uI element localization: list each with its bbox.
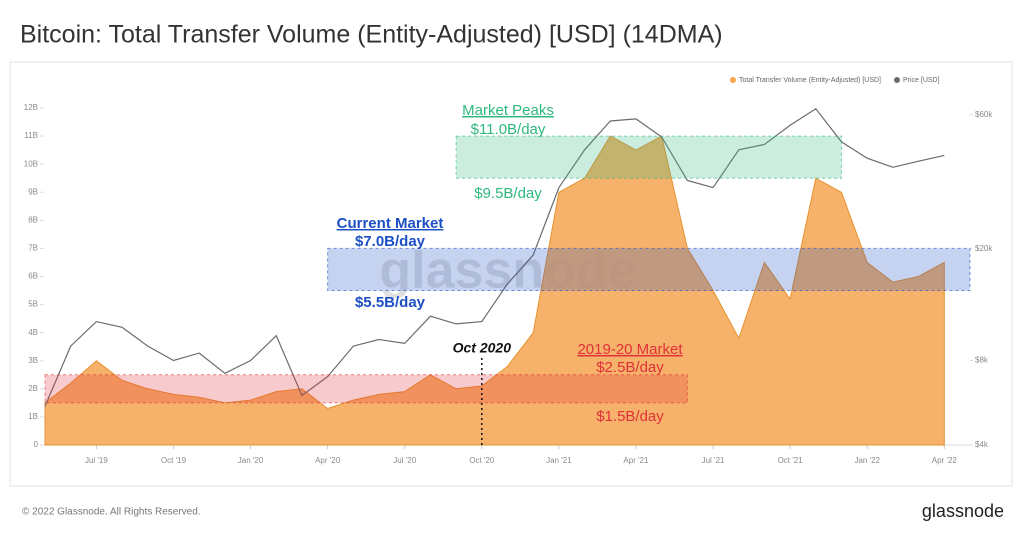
y2-tick-label: $60k bbox=[975, 110, 993, 119]
band-title: Current Market bbox=[337, 215, 444, 232]
legend-label: Total Transfer Volume (Entity-Adjusted) … bbox=[739, 77, 881, 84]
y-tick-label: 6B bbox=[28, 272, 38, 281]
y-tick-label: 7B bbox=[28, 244, 38, 253]
legend-label: Price [USD] bbox=[903, 77, 940, 84]
x-tick-label: Apr '21 bbox=[623, 456, 649, 465]
band-low-label: $9.5B/day bbox=[474, 185, 542, 202]
band-title: 2019-20 Market bbox=[577, 341, 683, 358]
band-high-label: $7.0B/day bbox=[355, 233, 426, 250]
band-low-label: $5.5B/day bbox=[355, 294, 426, 311]
x-tick-label: Apr '22 bbox=[932, 456, 958, 465]
x-tick-label: Oct '20 bbox=[469, 456, 495, 465]
y-tick-label: 3B bbox=[28, 356, 38, 365]
legend-swatch bbox=[730, 77, 736, 83]
x-tick-label: Jul '21 bbox=[702, 456, 725, 465]
brand: glassnode bbox=[922, 501, 1004, 521]
x-tick-label: Jan '22 bbox=[854, 456, 880, 465]
band-title: Market Peaks bbox=[462, 102, 554, 119]
y-tick-label: 0 bbox=[34, 440, 39, 449]
band bbox=[327, 247, 971, 292]
band bbox=[455, 135, 843, 179]
legend-swatch bbox=[894, 77, 900, 83]
volume-area bbox=[44, 135, 945, 446]
y-tick-label: 8B bbox=[28, 215, 38, 224]
x-tick-label: Oct '21 bbox=[778, 456, 804, 465]
x-tick-label: Jul '19 bbox=[85, 456, 108, 465]
x-tick-label: Jul '20 bbox=[393, 456, 416, 465]
y2-tick-label: $4k bbox=[975, 440, 989, 449]
y-tick-label: 11B bbox=[24, 131, 38, 140]
y-tick-label: 4B bbox=[28, 328, 38, 337]
y-tick-label: 12B bbox=[24, 103, 38, 112]
y-tick-label: 2B bbox=[28, 384, 38, 393]
y-tick-label: 1B bbox=[28, 412, 38, 421]
marker-label: Oct 2020 bbox=[453, 340, 512, 356]
y-tick-label: 10B bbox=[24, 159, 38, 168]
band-low-label: $1.5B/day bbox=[596, 408, 664, 425]
y-tick-label: 5B bbox=[28, 300, 38, 309]
band-high-label: $2.5B/day bbox=[596, 359, 664, 376]
x-tick-label: Jan '20 bbox=[238, 456, 264, 465]
chart-title: Bitcoin: Total Transfer Volume (Entity-A… bbox=[20, 21, 723, 49]
chart-frame bbox=[9, 61, 1013, 487]
y2-tick-label: $8k bbox=[975, 356, 989, 365]
footer: © 2022 Glassnode. All Rights Reserved. bbox=[22, 507, 201, 518]
x-tick-label: Jan '21 bbox=[546, 456, 572, 465]
price-line bbox=[44, 107, 945, 407]
x-tick-label: Apr '20 bbox=[315, 456, 341, 465]
y-tick-label: 9B bbox=[28, 187, 38, 196]
band bbox=[44, 374, 688, 404]
band-high-label: $11.0B/day bbox=[471, 121, 546, 138]
y2-tick-label: $20k bbox=[975, 244, 993, 253]
x-tick-label: Oct '19 bbox=[161, 456, 187, 465]
